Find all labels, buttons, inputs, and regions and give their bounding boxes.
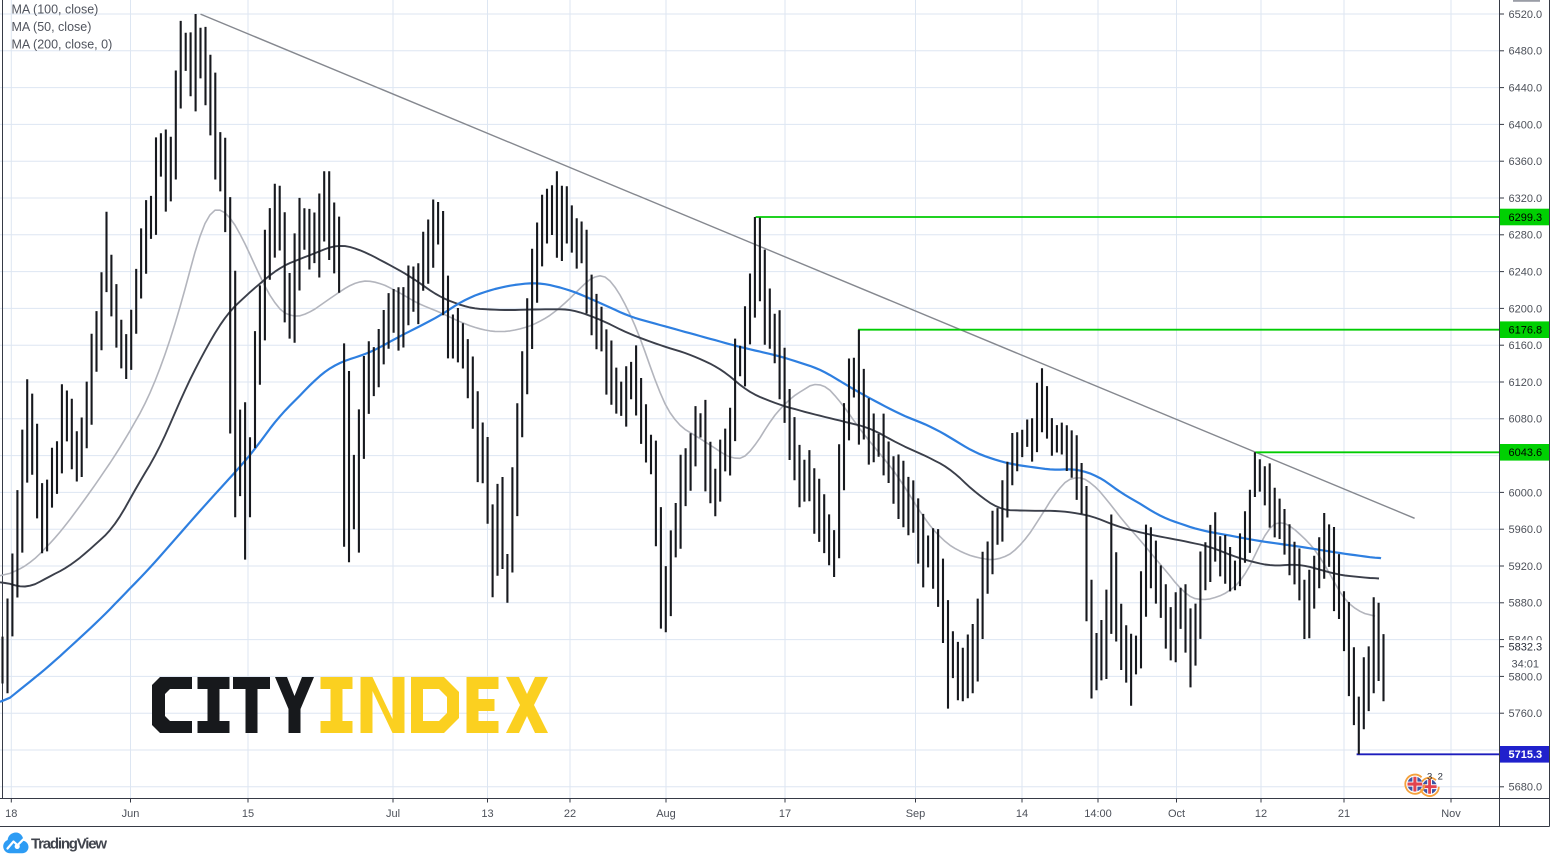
svg-text:17: 17 <box>779 808 791 820</box>
svg-text:6299.3: 6299.3 <box>1509 212 1543 224</box>
svg-text:34:01: 34:01 <box>1512 658 1540 670</box>
svg-text:6400.0: 6400.0 <box>1509 119 1543 131</box>
svg-text:5880.0: 5880.0 <box>1509 598 1543 610</box>
svg-text:6240.0: 6240.0 <box>1509 267 1543 279</box>
svg-text:6320.0: 6320.0 <box>1509 193 1543 205</box>
svg-text:Aug: Aug <box>656 808 676 820</box>
svg-text:5920.0: 5920.0 <box>1509 561 1543 573</box>
svg-text:22: 22 <box>564 808 576 820</box>
svg-text:6280.0: 6280.0 <box>1509 230 1543 242</box>
svg-text:15: 15 <box>242 808 254 820</box>
svg-text:6000.0: 6000.0 <box>1509 487 1543 499</box>
svg-text:2: 2 <box>1438 772 1443 783</box>
svg-text:21: 21 <box>1338 808 1350 820</box>
svg-text:MA (50, close): MA (50, close) <box>12 20 92 34</box>
svg-text:5832.3: 5832.3 <box>1509 642 1543 654</box>
svg-text:14:00: 14:00 <box>1084 808 1112 820</box>
svg-text:TradingView: TradingView <box>31 836 107 853</box>
svg-text:6043.6: 6043.6 <box>1509 447 1543 459</box>
svg-text:6440.0: 6440.0 <box>1509 83 1543 95</box>
svg-text:18: 18 <box>5 808 17 820</box>
svg-text:Oct: Oct <box>1168 808 1185 820</box>
svg-text:6160.0: 6160.0 <box>1509 340 1543 352</box>
svg-text:6200.0: 6200.0 <box>1509 303 1543 315</box>
svg-text:5960.0: 5960.0 <box>1509 524 1543 536</box>
svg-text:5760.0: 5760.0 <box>1509 708 1543 720</box>
svg-text:12: 12 <box>1255 808 1267 820</box>
svg-text:Nov: Nov <box>1441 808 1461 820</box>
svg-text:6520.0: 6520.0 <box>1509 9 1543 21</box>
svg-text:6080.0: 6080.0 <box>1509 414 1543 426</box>
svg-text:Sep: Sep <box>906 808 926 820</box>
svg-text:6360.0: 6360.0 <box>1509 156 1543 168</box>
svg-text:6176.8: 6176.8 <box>1509 325 1543 337</box>
svg-text:13: 13 <box>481 808 493 820</box>
svg-text:Jun: Jun <box>122 808 140 820</box>
svg-text:MA (100, close): MA (100, close) <box>12 3 99 17</box>
svg-text:6480.0: 6480.0 <box>1509 46 1543 58</box>
svg-text:3: 3 <box>1427 772 1432 783</box>
svg-text:5800.0: 5800.0 <box>1509 671 1543 683</box>
svg-text:MA (200, close, 0): MA (200, close, 0) <box>12 37 113 51</box>
svg-text:5715.3: 5715.3 <box>1509 749 1543 761</box>
svg-text:Jul: Jul <box>386 808 400 820</box>
svg-text:5680.0: 5680.0 <box>1509 782 1543 794</box>
svg-text:14: 14 <box>1016 808 1028 820</box>
svg-text:6120.0: 6120.0 <box>1509 377 1543 389</box>
